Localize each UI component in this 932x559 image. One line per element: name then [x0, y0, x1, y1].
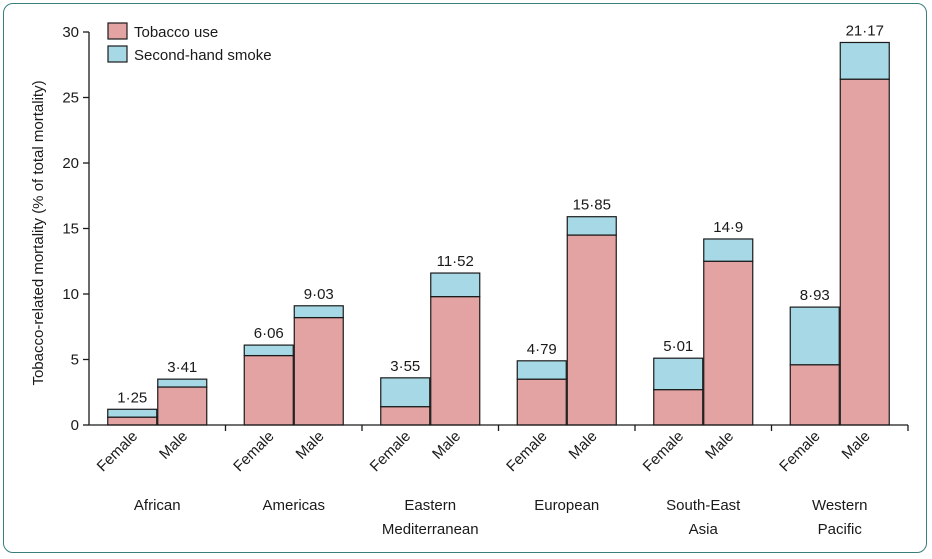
x-category-label: Female — [640, 428, 687, 475]
x-category-label: Male — [702, 428, 737, 463]
x-group-label: Asia — [689, 521, 719, 538]
bar-segment-tobacco-use — [293, 316, 344, 426]
bar-segment-second-hand-smoke — [703, 238, 754, 262]
x-group-label: South-East — [666, 497, 741, 514]
y-tick-label: 20 — [62, 155, 79, 172]
bar-total-label: 5·01 — [663, 338, 693, 355]
bar-segment-second-hand-smoke — [789, 306, 840, 366]
x-category-label: Female — [230, 428, 277, 475]
y-tick-label: 25 — [62, 90, 79, 107]
x-category-label: Male — [839, 428, 874, 463]
y-tick-label: 10 — [62, 286, 79, 303]
bar-labels: 1·25 3·41 6·06 9·03 3·55 11·52 4·79 15·85 5·01 14… — [117, 22, 884, 406]
bar-total-label: 3·41 — [167, 359, 197, 376]
bar-segment-tobacco-use — [107, 416, 158, 426]
y-axis: 0 5 10 15 20 25 30 — [62, 24, 90, 434]
bar-segment-second-hand-smoke — [653, 357, 704, 391]
bar-segment-tobacco-use — [430, 296, 481, 426]
bar-segment-tobacco-use — [243, 354, 294, 426]
legend-swatch-tobacco-use — [107, 22, 128, 40]
legend-label-tobacco-use: Tobacco use — [134, 24, 218, 41]
y-tick-label: 0 — [71, 417, 79, 434]
legend: Tobacco use Second-hand smoke — [107, 22, 272, 64]
bar-segment-tobacco-use — [380, 406, 431, 426]
legend-label-second-hand-smoke: Second-hand smoke — [134, 47, 272, 64]
x-group-label: Western — [812, 497, 868, 514]
bar-segment-second-hand-smoke — [157, 378, 208, 388]
x-category-label: Female — [503, 428, 550, 475]
bar-total-label: 9·03 — [304, 286, 334, 303]
bar-segment-second-hand-smoke — [839, 41, 890, 80]
legend-swatch-second-hand-smoke — [107, 45, 128, 63]
bar-segment-second-hand-smoke — [516, 360, 567, 380]
bar-segment-tobacco-use — [157, 386, 208, 426]
x-axis: Female Male African Female Male Americas Femal… — [89, 424, 909, 538]
chart-frame: 0 5 10 15 20 25 30 1·25 3·41 6·06 9·03 3·55 11·52 4·… — [3, 3, 927, 553]
bar-segment-second-hand-smoke — [430, 272, 481, 298]
x-group-label: Mediterranean — [382, 521, 479, 538]
bar-total-label: 3·55 — [390, 358, 420, 375]
bar-segment-second-hand-smoke — [293, 305, 344, 319]
bar-segment-second-hand-smoke — [107, 408, 158, 418]
y-axis-title: Tobacco-related mortality (% of total mo… — [30, 80, 47, 385]
bar-segment-tobacco-use — [789, 364, 840, 426]
y-tick-label: 15 — [62, 221, 79, 238]
x-group-label: African — [134, 497, 181, 514]
x-group-label: European — [534, 497, 599, 514]
bar-total-label: 8·93 — [800, 287, 830, 304]
x-category-label: Female — [776, 428, 823, 475]
bar-segment-tobacco-use — [566, 234, 617, 426]
bar-total-label: 14·9 — [713, 219, 743, 236]
bar-segment-tobacco-use — [703, 260, 754, 426]
x-group-label: Americas — [262, 497, 325, 514]
stacked-bar-chart: 0 5 10 15 20 25 30 1·25 3·41 6·06 9·03 3·55 11·52 4·… — [30, 22, 909, 538]
bar-segment-second-hand-smoke — [243, 344, 294, 357]
bar-total-label: 6·06 — [254, 325, 284, 342]
x-category-label: Male — [156, 428, 191, 463]
bar-segment-tobacco-use — [516, 378, 567, 426]
x-group-label: Pacific — [818, 521, 863, 538]
bar-segment-tobacco-use — [839, 78, 890, 426]
bar-segment-second-hand-smoke — [380, 377, 431, 408]
x-group-label: Eastern — [404, 497, 456, 514]
y-tick-label: 30 — [62, 24, 79, 41]
x-category-label: Male — [566, 428, 601, 463]
x-category-label: Female — [367, 428, 414, 475]
x-category-label: Male — [429, 428, 464, 463]
x-category-label: Female — [94, 428, 141, 475]
bar-total-label: 21·17 — [846, 22, 884, 39]
x-category-label: Male — [293, 428, 328, 463]
bar-segment-tobacco-use — [653, 389, 704, 426]
bar-total-label: 11·52 — [437, 253, 474, 270]
y-tick-label: 5 — [71, 352, 79, 369]
bar-segment-second-hand-smoke — [566, 216, 617, 236]
bar-total-label: 15·85 — [573, 197, 611, 214]
bars — [107, 41, 890, 426]
bar-total-label: 4·79 — [527, 341, 557, 358]
bar-total-label: 1·25 — [117, 389, 147, 406]
